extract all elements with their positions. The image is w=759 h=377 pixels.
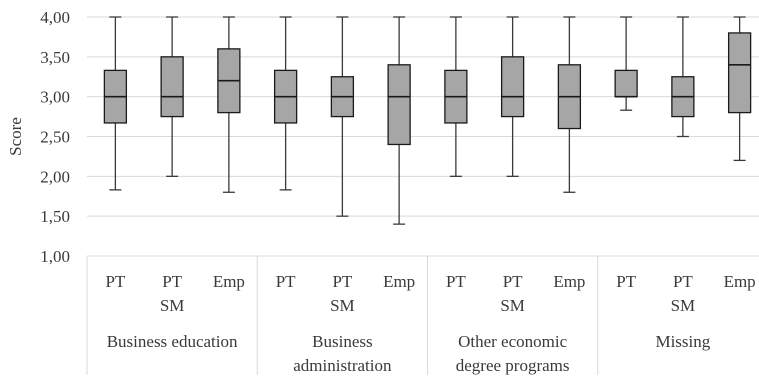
y-tick-label: 2,50: [40, 128, 70, 147]
y-axis-label: Score: [6, 117, 25, 156]
box-plot-item: [557, 16, 582, 193]
category-label: SM: [160, 296, 185, 315]
category-label: PT: [503, 272, 523, 291]
group-label: Other economic: [458, 332, 567, 351]
box: [387, 64, 411, 146]
box: [160, 56, 184, 118]
category-separators: [86, 256, 599, 375]
grid: [87, 16, 759, 257]
y-tick-label: 3,00: [40, 88, 70, 107]
box-plot-item: [614, 16, 638, 111]
category-label: PT: [276, 272, 296, 291]
box-plot-item: [103, 16, 128, 191]
box-plot-item: [444, 16, 468, 177]
category-label: SM: [330, 296, 355, 315]
category-label: Emp: [383, 272, 415, 291]
y-tick-label: 2,00: [40, 167, 70, 186]
category-label: SM: [500, 296, 525, 315]
x-axis: PT PT SM Emp Business education PT PT SM Emp Busi…: [105, 272, 755, 375]
category-label: Emp: [724, 272, 756, 291]
category-label: SM: [671, 296, 696, 315]
y-tick-label: 1,00: [40, 247, 70, 266]
y-tick-label: 1,50: [40, 207, 70, 226]
category-label: PT: [332, 272, 352, 291]
group-label: Business: [312, 332, 372, 351]
box-plot-item: [500, 16, 525, 177]
group-label: degree programs: [456, 356, 570, 375]
category-label: PT: [446, 272, 466, 291]
category-label: Emp: [553, 272, 585, 291]
box-plot-item: [160, 16, 184, 177]
category-label: PT: [162, 272, 182, 291]
group-label: administration: [293, 356, 392, 375]
box-plot-item: [671, 16, 695, 138]
box-plot-item: [387, 16, 411, 225]
category-label: PT: [616, 272, 636, 291]
box-plot-item: [727, 16, 752, 162]
box-plot-item: [273, 16, 298, 191]
box: [614, 69, 638, 98]
y-tick-label: 3,50: [40, 48, 70, 67]
y-axis: Score 1,00 1,50 2,00 2,50 3,00 3,50 4,00: [6, 8, 70, 266]
category-label: Emp: [213, 272, 245, 291]
group-label: Missing: [655, 332, 710, 351]
category-label: PT: [673, 272, 693, 291]
box: [500, 56, 525, 118]
box-plot-item: [330, 16, 355, 217]
boxes: [103, 16, 752, 225]
box-plot-item: [217, 16, 241, 193]
category-label: PT: [105, 272, 125, 291]
y-tick-label: 4,00: [40, 8, 70, 27]
box: [727, 32, 752, 114]
group-label: Business education: [107, 332, 238, 351]
